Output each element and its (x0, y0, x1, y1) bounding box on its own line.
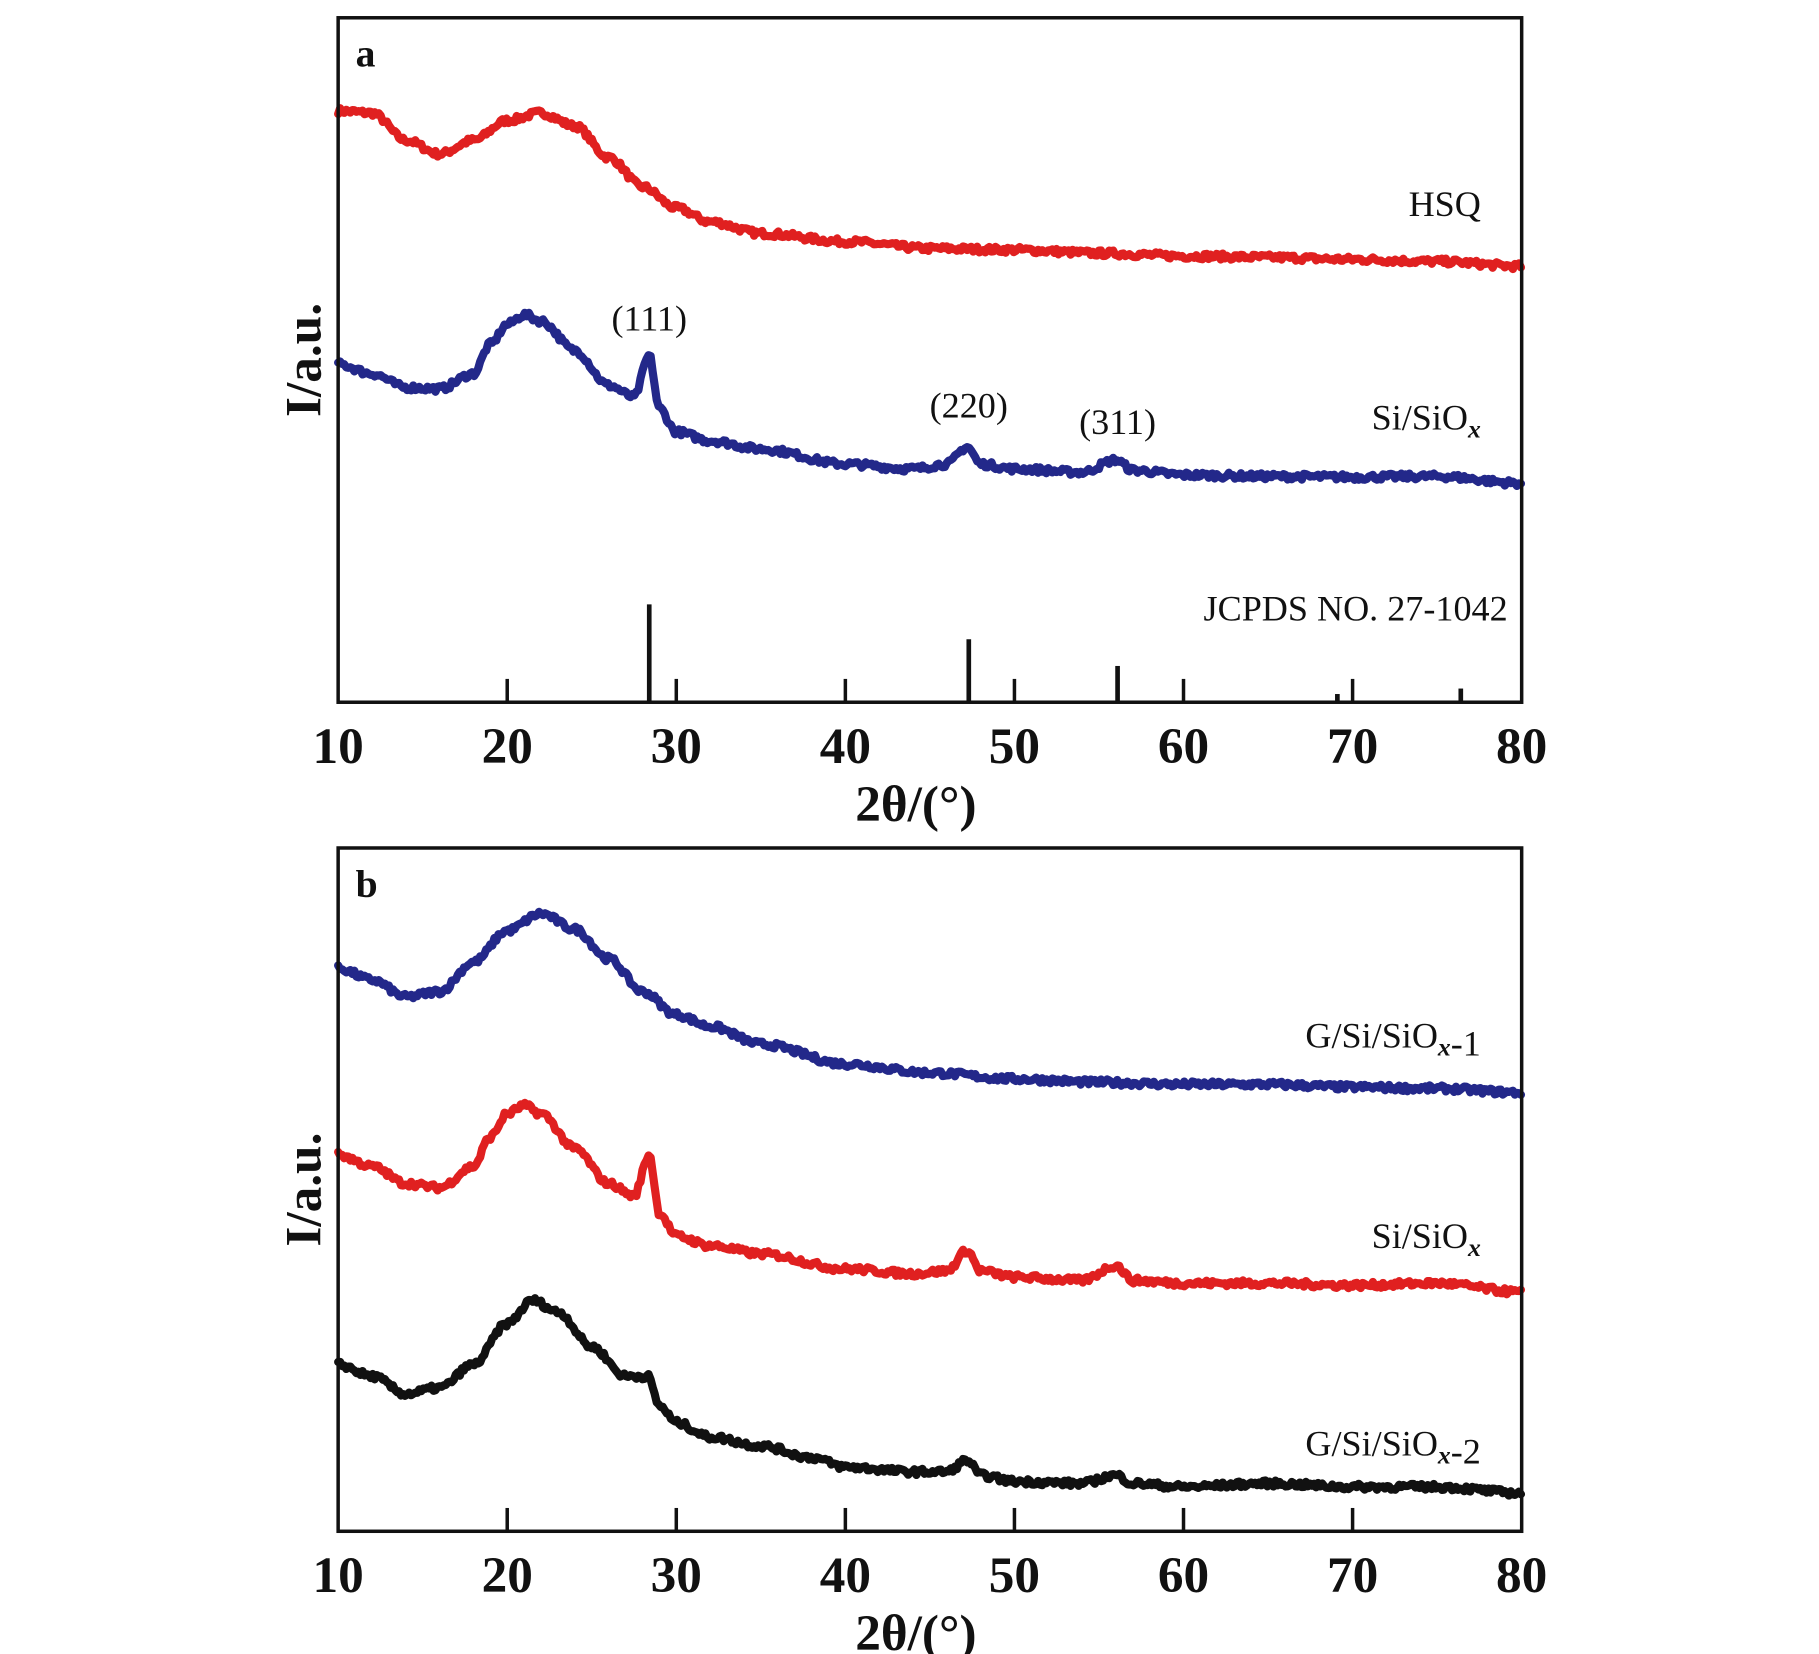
x-tick-label: 30 (651, 718, 702, 775)
x-axis-label: 2θ/(°) (855, 1605, 976, 1654)
panel-b: G/Si/SiOx-1 Si/SiOx G/Si/SiOx-2 10 20 30 40 50 6… (276, 846, 1547, 1654)
x-tick-label: 30 (651, 1547, 702, 1604)
x-axis-label: 2θ/(°) (855, 776, 976, 833)
x-tick-label: 80 (1496, 718, 1547, 775)
series-line-hsq (334, 104, 1526, 274)
series-line-si-siox (334, 308, 1526, 491)
plot-frame (336, 846, 1524, 1534)
x-tick-label: 10 (312, 1547, 363, 1604)
series-line-si-siox (334, 1098, 1526, 1299)
peak-label: (111) (611, 298, 687, 338)
panel-label: a (356, 32, 376, 76)
x-tick-label: 50 (989, 1547, 1040, 1604)
series-line-g-si-siox-1 (334, 907, 1526, 1099)
peak-label: (220) (930, 386, 1008, 426)
panel-a: HSQ Si/SiOx JCPDS NO. 27-1042 (111) (220) (31… (276, 16, 1547, 833)
series-label: G/Si/SiOx-2 (1305, 1423, 1480, 1471)
x-tick-label: 60 (1158, 718, 1209, 775)
plot-frame (336, 16, 1524, 704)
x-tick-label: 40 (820, 718, 871, 775)
y-axis-label: I/a.u. (276, 303, 333, 417)
x-tick-label: 80 (1496, 1547, 1547, 1604)
x-tick-label: 20 (482, 1547, 533, 1604)
x-tick-label: 60 (1158, 1547, 1209, 1604)
peak-label: (311) (1079, 402, 1156, 442)
x-tick-label: 50 (989, 718, 1040, 775)
series-line-g-si-siox-2 (334, 1294, 1526, 1500)
x-tick-label: 20 (482, 718, 533, 775)
series-label: HSQ (1409, 184, 1481, 224)
y-axis-label: I/a.u. (276, 1133, 333, 1247)
series-label: Si/SiOx (1372, 397, 1481, 443)
x-tick-label: 70 (1327, 1547, 1378, 1604)
x-tick-label: 40 (820, 1547, 871, 1604)
reference-label: JCPDS NO. 27-1042 (1204, 589, 1508, 629)
panel-label: b (356, 862, 378, 906)
x-tick-label: 10 (312, 718, 363, 775)
x-tick-label: 70 (1327, 718, 1378, 775)
series-label: Si/SiOx (1372, 1216, 1481, 1262)
series-label: G/Si/SiOx-1 (1305, 1015, 1480, 1063)
